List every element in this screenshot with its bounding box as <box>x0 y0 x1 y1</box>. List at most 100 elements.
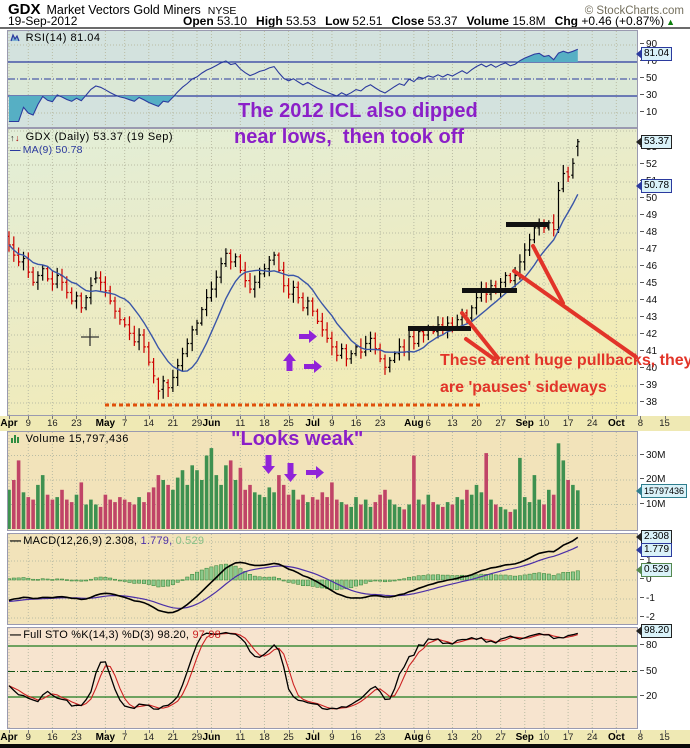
macd-histogram-bar <box>378 579 383 582</box>
macd-histogram-bar <box>498 574 503 581</box>
volume-bar <box>349 506 353 529</box>
volume-bar <box>527 502 532 529</box>
volume-bar <box>98 506 103 529</box>
ohlc-bar <box>436 316 440 339</box>
macd-histogram-bar <box>262 576 267 581</box>
ohlc-bar <box>228 249 233 270</box>
ohlc-bar <box>354 344 358 357</box>
axis-tick-label: 20 <box>640 691 657 702</box>
macd-histogram-bar <box>354 579 358 587</box>
date-tick <box>356 416 358 419</box>
date-tick <box>196 416 198 419</box>
macd-histogram-bar <box>426 574 431 581</box>
volume-bar <box>79 482 84 529</box>
date-label: 7 <box>122 418 128 429</box>
macd-histogram-bar <box>532 572 537 581</box>
ohlc-bar <box>320 312 325 337</box>
volume-bar <box>542 504 546 529</box>
macd-histogram-bar <box>21 577 26 581</box>
ohlc-bar <box>175 358 180 386</box>
date-label: 16 <box>350 418 362 429</box>
date-tick <box>331 730 333 733</box>
date-tick <box>148 416 150 419</box>
volume-bar <box>363 499 368 529</box>
ohlc-bar <box>494 280 498 295</box>
macd-histogram-bar <box>397 578 402 581</box>
line-swatch-icon: — <box>10 144 21 156</box>
date-label: Jul <box>305 732 320 743</box>
ohlc-bar <box>479 281 484 302</box>
date-tick <box>331 416 333 419</box>
volume-bar <box>359 504 363 529</box>
volume-bar <box>392 504 397 529</box>
ohlc-bar <box>503 272 508 288</box>
ohlc-bar <box>522 243 527 271</box>
date-tick <box>172 416 174 419</box>
macd-histogram-bar <box>161 579 166 587</box>
macd-histogram-bar <box>156 579 161 588</box>
macd-histogram-bar <box>195 571 199 581</box>
ohlc-bar <box>161 375 165 399</box>
axis-tick-label: 39 <box>640 380 657 391</box>
date-label: 14 <box>143 418 155 429</box>
stockcharts-credit-link[interactable]: © StockCharts.com <box>584 5 684 17</box>
date-label: 6 <box>425 418 431 429</box>
axis-tick-label: 44 <box>640 295 657 306</box>
ohlc-bar <box>257 267 262 289</box>
date-tick <box>148 730 150 733</box>
up-triangle-icon: ▲ <box>666 17 675 27</box>
date-label: 25 <box>283 732 294 743</box>
sto-plot <box>8 628 637 728</box>
ohlc-bar <box>388 357 392 373</box>
date-label: 15 <box>659 732 670 743</box>
date-label: 16 <box>47 418 58 429</box>
macd-histogram-bar <box>16 577 21 581</box>
macd-histogram-bar <box>556 573 561 581</box>
macd-histogram-bar <box>402 578 407 581</box>
volume-bar <box>142 502 146 529</box>
axis-tick-label: 30 <box>640 90 657 101</box>
ohlc-bar <box>349 350 353 364</box>
volume-bar <box>402 509 406 529</box>
chart-header: GDX Market Vectors Gold Miners NYSE © St… <box>0 0 690 28</box>
ohlc-bar <box>214 270 219 298</box>
volume-bar <box>474 484 479 529</box>
ohlc-bar <box>147 341 151 366</box>
price-legend: ↑↓ GDX (Daily) 53.37 (19 Sep) <box>10 131 174 143</box>
macd-histogram-bar <box>223 563 228 581</box>
volume-bar <box>412 455 416 529</box>
volume-bar <box>195 470 199 529</box>
macd-histogram-bar <box>440 574 445 581</box>
date-tick <box>640 416 642 419</box>
axis-tick-label: 48 <box>640 227 657 238</box>
macd-histogram-bar <box>11 577 16 581</box>
volume-bar <box>344 504 349 529</box>
date-tick <box>288 416 290 419</box>
annotation-looks-weak: "Looks weak" <box>231 428 364 450</box>
axis-tick-label: 50 <box>640 193 657 204</box>
volume-bar <box>253 492 257 530</box>
ohlc-bar <box>69 287 74 305</box>
macd-histogram-bar <box>180 579 185 581</box>
ohlc-bar <box>122 317 127 328</box>
volume-bar <box>175 477 180 529</box>
date-tick <box>76 416 78 419</box>
date-label: May <box>95 418 116 429</box>
date-label: 24 <box>586 732 598 743</box>
ohlc-bar <box>55 267 59 289</box>
volume-bar <box>291 489 296 529</box>
axis-tick-label: 45 <box>640 278 657 289</box>
volume-bar <box>306 502 310 529</box>
macd-hist-box: 0.529 <box>636 563 673 577</box>
ohlc-bar <box>166 379 170 397</box>
date-tick <box>76 730 78 733</box>
ohlc-bar <box>98 271 103 291</box>
macd-histogram-bar <box>108 577 113 581</box>
sto-value-box: 98.20 <box>636 624 673 638</box>
macd-histogram-bar <box>272 576 277 581</box>
volume-bar <box>127 502 132 529</box>
axis-tick-label: 52 <box>640 159 657 170</box>
volume-panel <box>7 431 638 531</box>
date-label: 25 <box>283 418 294 429</box>
